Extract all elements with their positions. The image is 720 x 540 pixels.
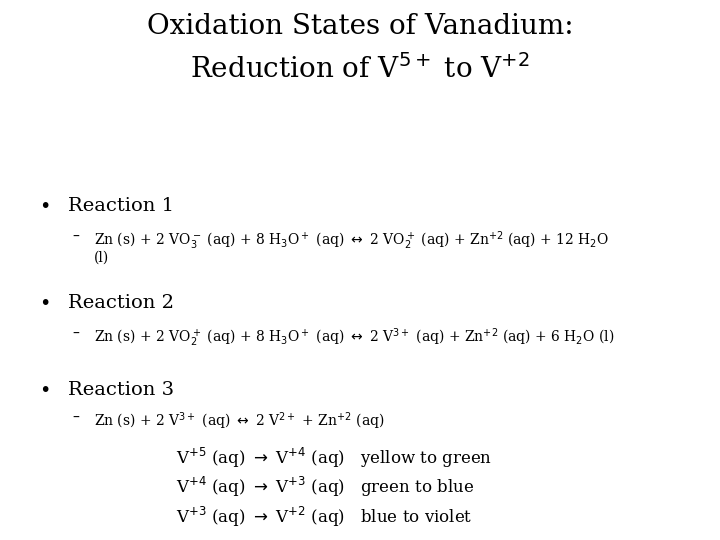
Text: (l): (l) [94,251,109,265]
Text: –: – [72,230,79,244]
Text: Zn (s) + 2 VO$_2^+$ (aq) + 8 H$_3$O$^+$ (aq) $\leftrightarrow$ 2 V$^{3+}$ (aq) +: Zn (s) + 2 VO$_2^+$ (aq) + 8 H$_3$O$^+$ … [94,327,614,349]
Text: V$^{+3}$ (aq) $\rightarrow$ V$^{+2}$ (aq)   blue to violet: V$^{+3}$ (aq) $\rightarrow$ V$^{+2}$ (aq… [176,505,473,529]
Text: V$^{+4}$ (aq) $\rightarrow$ V$^{+3}$ (aq)   green to blue: V$^{+4}$ (aq) $\rightarrow$ V$^{+3}$ (aq… [176,475,474,500]
Text: •: • [40,197,51,216]
Text: Reaction 3: Reaction 3 [68,381,174,399]
Text: •: • [40,381,51,400]
Text: Reaction 1: Reaction 1 [68,197,174,215]
Text: –: – [72,410,79,424]
Text: V$^{+5}$ (aq) $\rightarrow$ V$^{+4}$ (aq)   yellow to green: V$^{+5}$ (aq) $\rightarrow$ V$^{+4}$ (aq… [176,446,492,470]
Text: Oxidation States of Vanadium:: Oxidation States of Vanadium: [147,14,573,40]
Text: Zn (s) + 2 V$^{3+}$ (aq) $\leftrightarrow$ 2 V$^{2+}$ + Zn$^{+2}$ (aq): Zn (s) + 2 V$^{3+}$ (aq) $\leftrightarro… [94,410,384,432]
Text: Zn (s) + 2 VO$_3^-$ (aq) + 8 H$_3$O$^+$ (aq) $\leftrightarrow$ 2 VO$_2^+$ (aq) +: Zn (s) + 2 VO$_3^-$ (aq) + 8 H$_3$O$^+$ … [94,230,608,252]
Text: Reaction 2: Reaction 2 [68,294,174,312]
Text: –: – [72,327,79,341]
Text: •: • [40,294,51,313]
Text: Reduction of V$^{5+}$ to V$^{+2}$: Reduction of V$^{5+}$ to V$^{+2}$ [190,54,530,84]
